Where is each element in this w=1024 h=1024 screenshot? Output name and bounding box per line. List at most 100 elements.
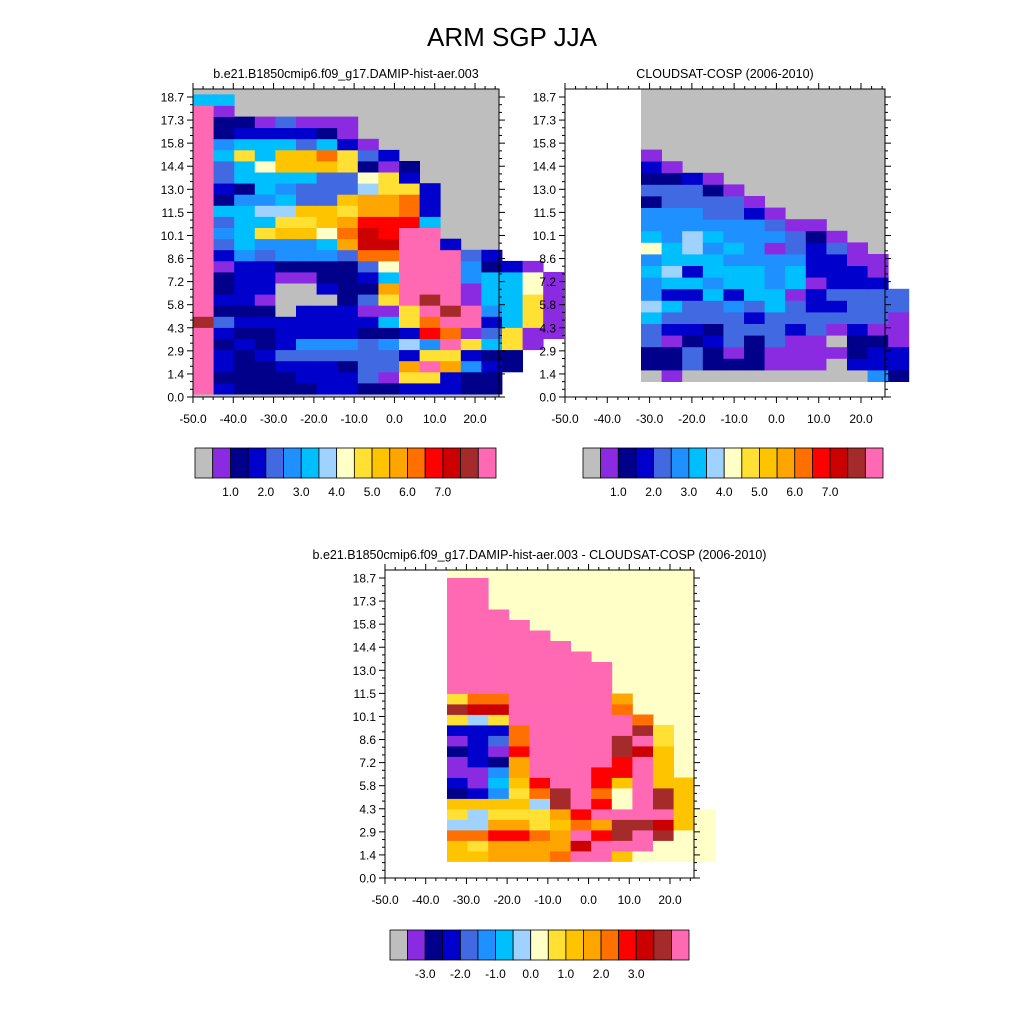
heatmap-cell <box>447 704 468 715</box>
heatmap-cell <box>193 371 214 384</box>
colorbar-label: 1.0 <box>222 485 239 499</box>
heatmap-cell <box>591 830 613 841</box>
heatmap-cell <box>447 578 468 589</box>
heatmap-cell <box>419 327 441 339</box>
heatmap-cell <box>378 183 400 195</box>
heatmap-cell <box>702 300 724 313</box>
heatmap-cell <box>550 704 571 715</box>
heatmap-cell <box>193 205 214 217</box>
x-tick-label: 0.0 <box>768 412 785 426</box>
heatmap-cell <box>570 672 592 684</box>
heatmap-cell <box>826 312 848 324</box>
heatmap-cell <box>611 714 633 726</box>
heatmap-cell <box>234 138 256 151</box>
heatmap-cell <box>508 630 530 642</box>
heatmap-cell <box>550 693 571 705</box>
heatmap-cell <box>193 227 214 240</box>
heatmap-cell <box>275 260 297 273</box>
heatmap-cell <box>296 194 317 206</box>
heatmap-cell <box>378 316 400 328</box>
heatmap-cell <box>357 327 379 339</box>
colorbar-swatch <box>547 929 567 961</box>
heatmap-cell <box>460 283 482 295</box>
heatmap-cell <box>488 630 510 642</box>
colorbar-swatch <box>407 447 426 479</box>
heatmap-cell <box>296 161 317 173</box>
heatmap-cell <box>460 371 482 384</box>
heatmap-cell <box>764 219 786 232</box>
heatmap-cell <box>254 216 276 228</box>
heatmap-cell <box>296 260 317 273</box>
heatmap-cell <box>611 704 633 715</box>
heatmap-cell <box>378 227 400 240</box>
heatmap-cell <box>529 819 551 831</box>
heatmap-cell <box>661 184 683 197</box>
y-tick-label: 17.3 <box>533 114 557 128</box>
colorbar-swatch <box>759 447 778 479</box>
heatmap-cell <box>641 358 662 371</box>
heatmap-cell <box>785 323 807 336</box>
heatmap-cell <box>213 149 235 162</box>
heatmap-cell <box>234 194 256 206</box>
y-tick-label: 17.3 <box>353 595 377 609</box>
heatmap-cell <box>296 149 317 162</box>
heatmap-cell <box>447 798 468 810</box>
heatmap-cell <box>805 277 827 290</box>
heatmap-cell <box>275 249 297 262</box>
heatmap-cell <box>529 683 551 694</box>
heatmap-cell <box>378 294 400 306</box>
heatmap-cell <box>764 230 786 243</box>
y-tick-label: 1.4 <box>539 367 556 381</box>
colorbar-swatch <box>706 447 725 479</box>
heatmap-cell <box>234 338 256 351</box>
colorbar-swatch <box>371 447 391 479</box>
heatmap-cell <box>847 312 868 324</box>
heatmap-cell <box>529 788 551 799</box>
heatmap-cell <box>481 349 503 362</box>
heatmap-cell <box>785 242 807 255</box>
heatmap-cell <box>275 371 297 384</box>
heatmap-cell <box>337 161 359 173</box>
colorbar-swatch <box>389 447 408 479</box>
heatmap-cell <box>254 205 276 217</box>
y-tick-label: 13.0 <box>353 664 377 678</box>
heatmap-cell <box>447 788 468 799</box>
heatmap-cell <box>481 360 503 373</box>
heatmap-cell <box>764 370 786 382</box>
heatmap-cell <box>550 756 571 768</box>
heatmap-cell <box>296 349 317 362</box>
x-tick-label: -40.0 <box>594 412 622 426</box>
heatmap-cell <box>847 300 868 313</box>
heatmap-cell <box>508 830 530 841</box>
heatmap-cells <box>447 578 716 862</box>
heatmap-cell <box>591 683 613 694</box>
heatmap-cell <box>867 323 889 336</box>
heatmap-cell <box>440 316 462 328</box>
heatmap-cell <box>744 265 765 278</box>
heatmap-cell <box>378 260 400 273</box>
heatmap-cell <box>275 316 297 328</box>
heatmap-cell <box>826 300 848 313</box>
heatmap-cell <box>508 672 530 684</box>
heatmap-cell <box>447 767 468 778</box>
heatmap-cell <box>591 746 613 757</box>
heatmap-cell <box>254 161 276 173</box>
heatmap-cell <box>337 149 359 162</box>
heatmap-cell <box>460 360 482 373</box>
heatmap-cell <box>419 249 441 262</box>
colorbar-label: 3.0 <box>681 485 698 499</box>
heatmap-cell <box>641 312 662 324</box>
heatmap-cell <box>611 767 633 778</box>
heatmap-cell <box>570 651 592 663</box>
heatmap-cell <box>357 205 379 217</box>
y-tick-label: 14.4 <box>353 641 377 655</box>
heatmap-cell <box>529 704 551 715</box>
heatmap-cell <box>702 335 724 348</box>
heatmap-cell <box>460 338 482 351</box>
heatmap-cell <box>399 316 420 328</box>
heatmap-cell <box>399 283 420 295</box>
heatmap-cell <box>723 312 745 324</box>
heatmap-cell <box>785 346 807 359</box>
heatmap-cell <box>419 227 441 240</box>
heatmap-cell <box>296 238 317 251</box>
